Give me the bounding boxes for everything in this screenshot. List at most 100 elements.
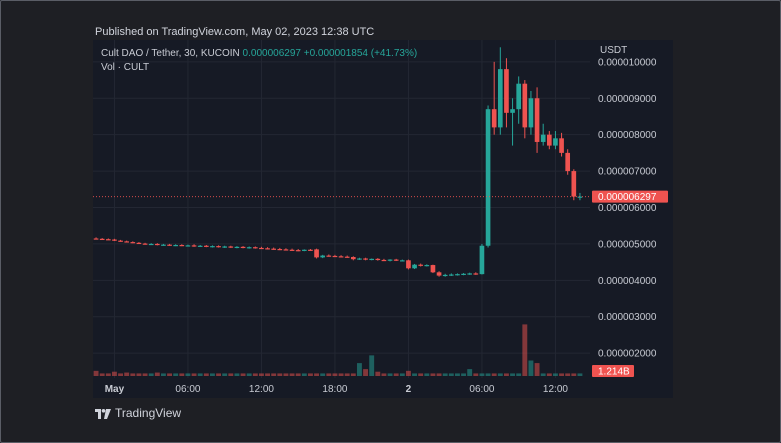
- candle-body[interactable]: [314, 249, 319, 258]
- candle-body[interactable]: [259, 247, 264, 250]
- candle-body[interactable]: [99, 238, 105, 241]
- candle-body[interactable]: [148, 243, 154, 246]
- candle-body[interactable]: [283, 249, 289, 251]
- candle-body[interactable]: [430, 265, 436, 273]
- chart-panel[interactable]: [93, 40, 673, 398]
- volume-bar: [412, 373, 418, 376]
- candle-body[interactable]: [203, 245, 209, 247]
- volume-bar: [93, 370, 99, 376]
- volume-bar: [497, 373, 503, 376]
- candle-body[interactable]: [540, 134, 546, 142]
- candle-body[interactable]: [491, 109, 497, 128]
- candle-body[interactable]: [185, 245, 191, 247]
- candle-body[interactable]: [154, 243, 160, 246]
- volume-bar: [197, 373, 203, 376]
- candle-body[interactable]: [197, 245, 203, 247]
- candle-body[interactable]: [93, 238, 99, 240]
- candle-body[interactable]: [118, 240, 123, 242]
- candle-body[interactable]: [246, 247, 252, 249]
- brand-name: TradingView: [115, 406, 182, 420]
- candle-body[interactable]: [124, 241, 130, 243]
- volume-bar: [381, 373, 387, 376]
- candle-body[interactable]: [412, 264, 417, 269]
- candle-body[interactable]: [228, 246, 234, 248]
- candle-body[interactable]: [565, 152, 571, 172]
- y-tick-label: 0.000002000: [598, 349, 657, 360]
- candle-body[interactable]: [167, 244, 172, 246]
- candle-body[interactable]: [406, 260, 411, 269]
- candle-body[interactable]: [461, 273, 466, 275]
- candle-body[interactable]: [387, 259, 393, 261]
- candle-body[interactable]: [399, 260, 405, 262]
- candle-body[interactable]: [424, 265, 430, 267]
- candle-body[interactable]: [308, 249, 313, 251]
- candle-body[interactable]: [393, 259, 399, 261]
- candle-body[interactable]: [222, 246, 228, 248]
- x-tick-label: 2: [406, 384, 412, 395]
- candle-body[interactable]: [455, 274, 460, 276]
- candle-body[interactable]: [142, 243, 148, 245]
- candle-body[interactable]: [577, 196, 583, 198]
- candle-body[interactable]: [522, 83, 528, 128]
- candle-body[interactable]: [418, 264, 424, 266]
- candle-body[interactable]: [112, 239, 117, 241]
- candle-body[interactable]: [381, 259, 387, 262]
- candle-body[interactable]: [534, 98, 540, 142]
- candle-body[interactable]: [473, 273, 479, 275]
- candle-body[interactable]: [271, 248, 277, 250]
- candle-body[interactable]: [210, 246, 215, 248]
- candle-body[interactable]: [369, 258, 375, 261]
- candle-body[interactable]: [504, 69, 509, 113]
- candle-body[interactable]: [240, 246, 246, 249]
- candle-body[interactable]: [265, 248, 270, 250]
- candle-body[interactable]: [130, 242, 136, 244]
- candle-body[interactable]: [553, 138, 558, 146]
- volume-bar: [369, 355, 375, 376]
- candle-body[interactable]: [350, 257, 356, 260]
- candle-body[interactable]: [442, 274, 448, 277]
- candle-body[interactable]: [510, 109, 515, 113]
- price-badge-label: 0.000006297: [598, 192, 657, 203]
- candle-body[interactable]: [252, 247, 258, 249]
- x-tick-label: May: [105, 384, 125, 395]
- candle-body[interactable]: [559, 138, 564, 153]
- candle-body[interactable]: [467, 273, 473, 275]
- candle-body[interactable]: [234, 246, 240, 249]
- candle-body[interactable]: [485, 109, 491, 246]
- candle-body[interactable]: [173, 245, 179, 247]
- candle-body[interactable]: [528, 98, 534, 128]
- candle-body[interactable]: [436, 272, 442, 276]
- candle-body[interactable]: [344, 256, 350, 258]
- candle-body[interactable]: [295, 250, 301, 252]
- candle-body[interactable]: [546, 134, 552, 146]
- volume-bar: [522, 324, 528, 376]
- candle-body[interactable]: [216, 246, 221, 248]
- y-tick-label: 0.000009000: [598, 94, 657, 105]
- candle-body[interactable]: [497, 69, 503, 128]
- symbol-legend: Cult DAO / Tether, 30, KUCOIN 0.00000629…: [101, 48, 417, 59]
- candle-body[interactable]: [363, 258, 368, 260]
- candle-body[interactable]: [326, 255, 332, 257]
- candle-body[interactable]: [375, 258, 381, 261]
- candle-body[interactable]: [301, 249, 307, 251]
- candle-body[interactable]: [338, 256, 344, 258]
- candle-body[interactable]: [448, 274, 454, 276]
- candle-body[interactable]: [571, 171, 577, 197]
- candle-body[interactable]: [479, 245, 485, 275]
- volume-bar: [363, 369, 369, 376]
- candle-body[interactable]: [277, 249, 283, 251]
- volume-bar: [246, 373, 252, 376]
- candle-body[interactable]: [289, 249, 295, 251]
- candle-body[interactable]: [179, 245, 185, 247]
- candle-body[interactable]: [357, 258, 362, 260]
- candle-body[interactable]: [161, 244, 166, 246]
- candle-body[interactable]: [320, 255, 326, 258]
- candle-body[interactable]: [136, 242, 142, 245]
- candle-body[interactable]: [191, 245, 197, 247]
- x-tick-label: 12:00: [543, 384, 568, 395]
- candle-body[interactable]: [105, 239, 111, 241]
- candle-body[interactable]: [516, 83, 522, 110]
- candle-body[interactable]: [332, 255, 338, 258]
- volume-badge-label: 1.214B: [598, 367, 630, 378]
